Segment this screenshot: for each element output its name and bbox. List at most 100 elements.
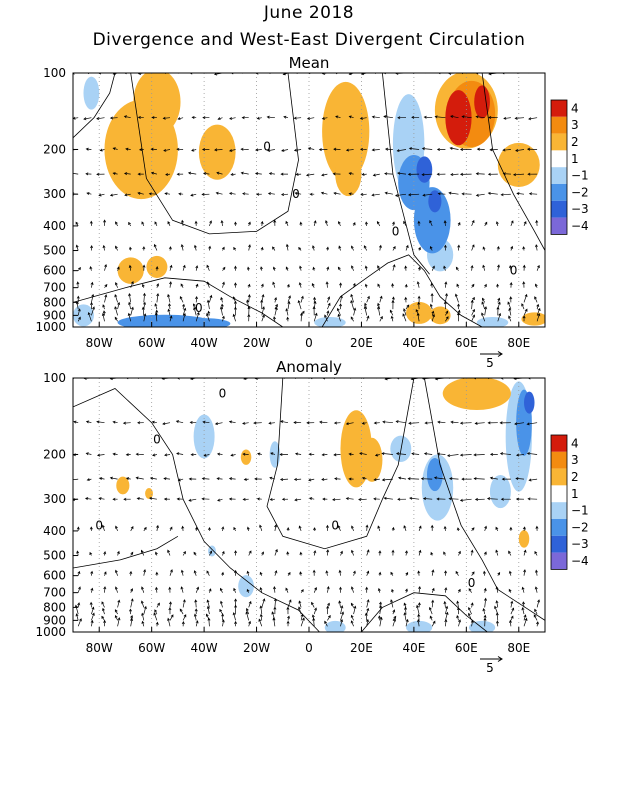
wind-vector (254, 172, 262, 176)
wind-vector (298, 600, 302, 608)
colorbar-swatch (551, 468, 567, 486)
wind-vector (377, 615, 381, 621)
wind-vector (89, 601, 93, 608)
wind-vector (130, 551, 134, 556)
wind-vector (300, 295, 304, 303)
wind-vector (407, 193, 420, 197)
wind-vector (193, 306, 197, 316)
wind-vector (74, 604, 79, 615)
shaded-region (406, 301, 433, 324)
colorbar-label: 2 (571, 470, 579, 484)
wind-vector (471, 314, 475, 322)
contour-label: 0 (292, 187, 300, 201)
contour-line (481, 73, 545, 251)
wind-vector (128, 246, 132, 251)
wind-vector (311, 283, 315, 288)
wind-vector (501, 477, 511, 481)
wind-vector (321, 116, 328, 120)
wind-vector (522, 315, 526, 322)
wind-vector (392, 245, 396, 251)
wind-vector (471, 527, 475, 532)
wind-vector (391, 526, 395, 531)
wind-vector (471, 571, 475, 576)
wind-vector (257, 452, 262, 456)
wind-vector (350, 586, 354, 593)
wind-vector (91, 612, 95, 621)
wind-vector (221, 619, 225, 627)
wind-vector (90, 570, 94, 576)
wind-vector (143, 526, 147, 532)
wind-vector (234, 604, 238, 615)
wind-vector (285, 266, 289, 271)
wind-vector (345, 422, 354, 426)
wind-vector (508, 307, 512, 316)
shaded-region (497, 142, 540, 187)
wind-vector (431, 599, 435, 608)
wind-vector (248, 620, 252, 627)
wind-vector (181, 620, 185, 627)
colorbar-swatch (551, 435, 567, 452)
reference-vector (480, 656, 503, 662)
wind-vector (443, 265, 447, 271)
wind-vector (471, 219, 475, 227)
wind-vector (76, 295, 80, 303)
wind-vector (156, 602, 160, 608)
wind-vector (154, 586, 158, 593)
wind-vector (521, 607, 525, 615)
wind-vector (495, 620, 499, 627)
wind-vector (405, 588, 408, 593)
wind-vector (287, 572, 291, 576)
wind-vector (483, 587, 487, 593)
wind-vector (512, 173, 525, 177)
wind-vector (429, 303, 433, 310)
wind-vector (421, 173, 433, 177)
wind-vector (458, 550, 461, 556)
wind-vector (403, 612, 407, 621)
wind-vector (359, 147, 367, 151)
shaded-region (476, 316, 509, 327)
wind-vector (162, 422, 171, 426)
wind-vector (335, 115, 341, 119)
wind-vector (381, 478, 393, 482)
wind-vector (182, 264, 186, 271)
wind-vector (416, 618, 420, 627)
wind-vector (536, 264, 540, 271)
wind-vector (527, 172, 538, 176)
wind-vector (206, 281, 210, 288)
wind-vector (521, 303, 525, 310)
wind-vector (338, 586, 343, 593)
wind-vector (436, 452, 446, 456)
wind-vector (286, 620, 290, 627)
wind-vector (337, 525, 341, 532)
wind-vector (116, 550, 120, 556)
wind-vector (326, 246, 330, 251)
wind-vector (508, 588, 512, 593)
wind-vector (182, 307, 187, 316)
x-tick-label: 60W (138, 336, 165, 350)
wind-vector (287, 300, 291, 310)
wind-vector (103, 586, 107, 593)
wind-vector (269, 498, 275, 501)
wind-vector (510, 607, 515, 615)
wind-vector (332, 498, 341, 502)
wind-vector (109, 116, 118, 120)
wind-vector (77, 308, 81, 316)
wind-vector (340, 605, 344, 615)
wind-vector (430, 524, 434, 531)
wind-vector (392, 609, 396, 615)
wind-vector (348, 172, 354, 176)
wind-vector (397, 476, 407, 480)
wind-vector (268, 172, 275, 176)
wind-vector (202, 172, 210, 176)
wind-vector (295, 172, 302, 176)
wind-vector (193, 570, 197, 576)
panel-title: Anomaly (276, 358, 342, 376)
wind-vector (309, 192, 315, 196)
wind-vector (103, 571, 107, 576)
y-tick-label: 700 (43, 586, 66, 600)
wind-vector (193, 551, 197, 556)
shaded-region (324, 620, 346, 632)
y-tick-label: 800 (43, 295, 66, 309)
wind-vector (459, 453, 472, 457)
wind-vector (216, 452, 223, 456)
